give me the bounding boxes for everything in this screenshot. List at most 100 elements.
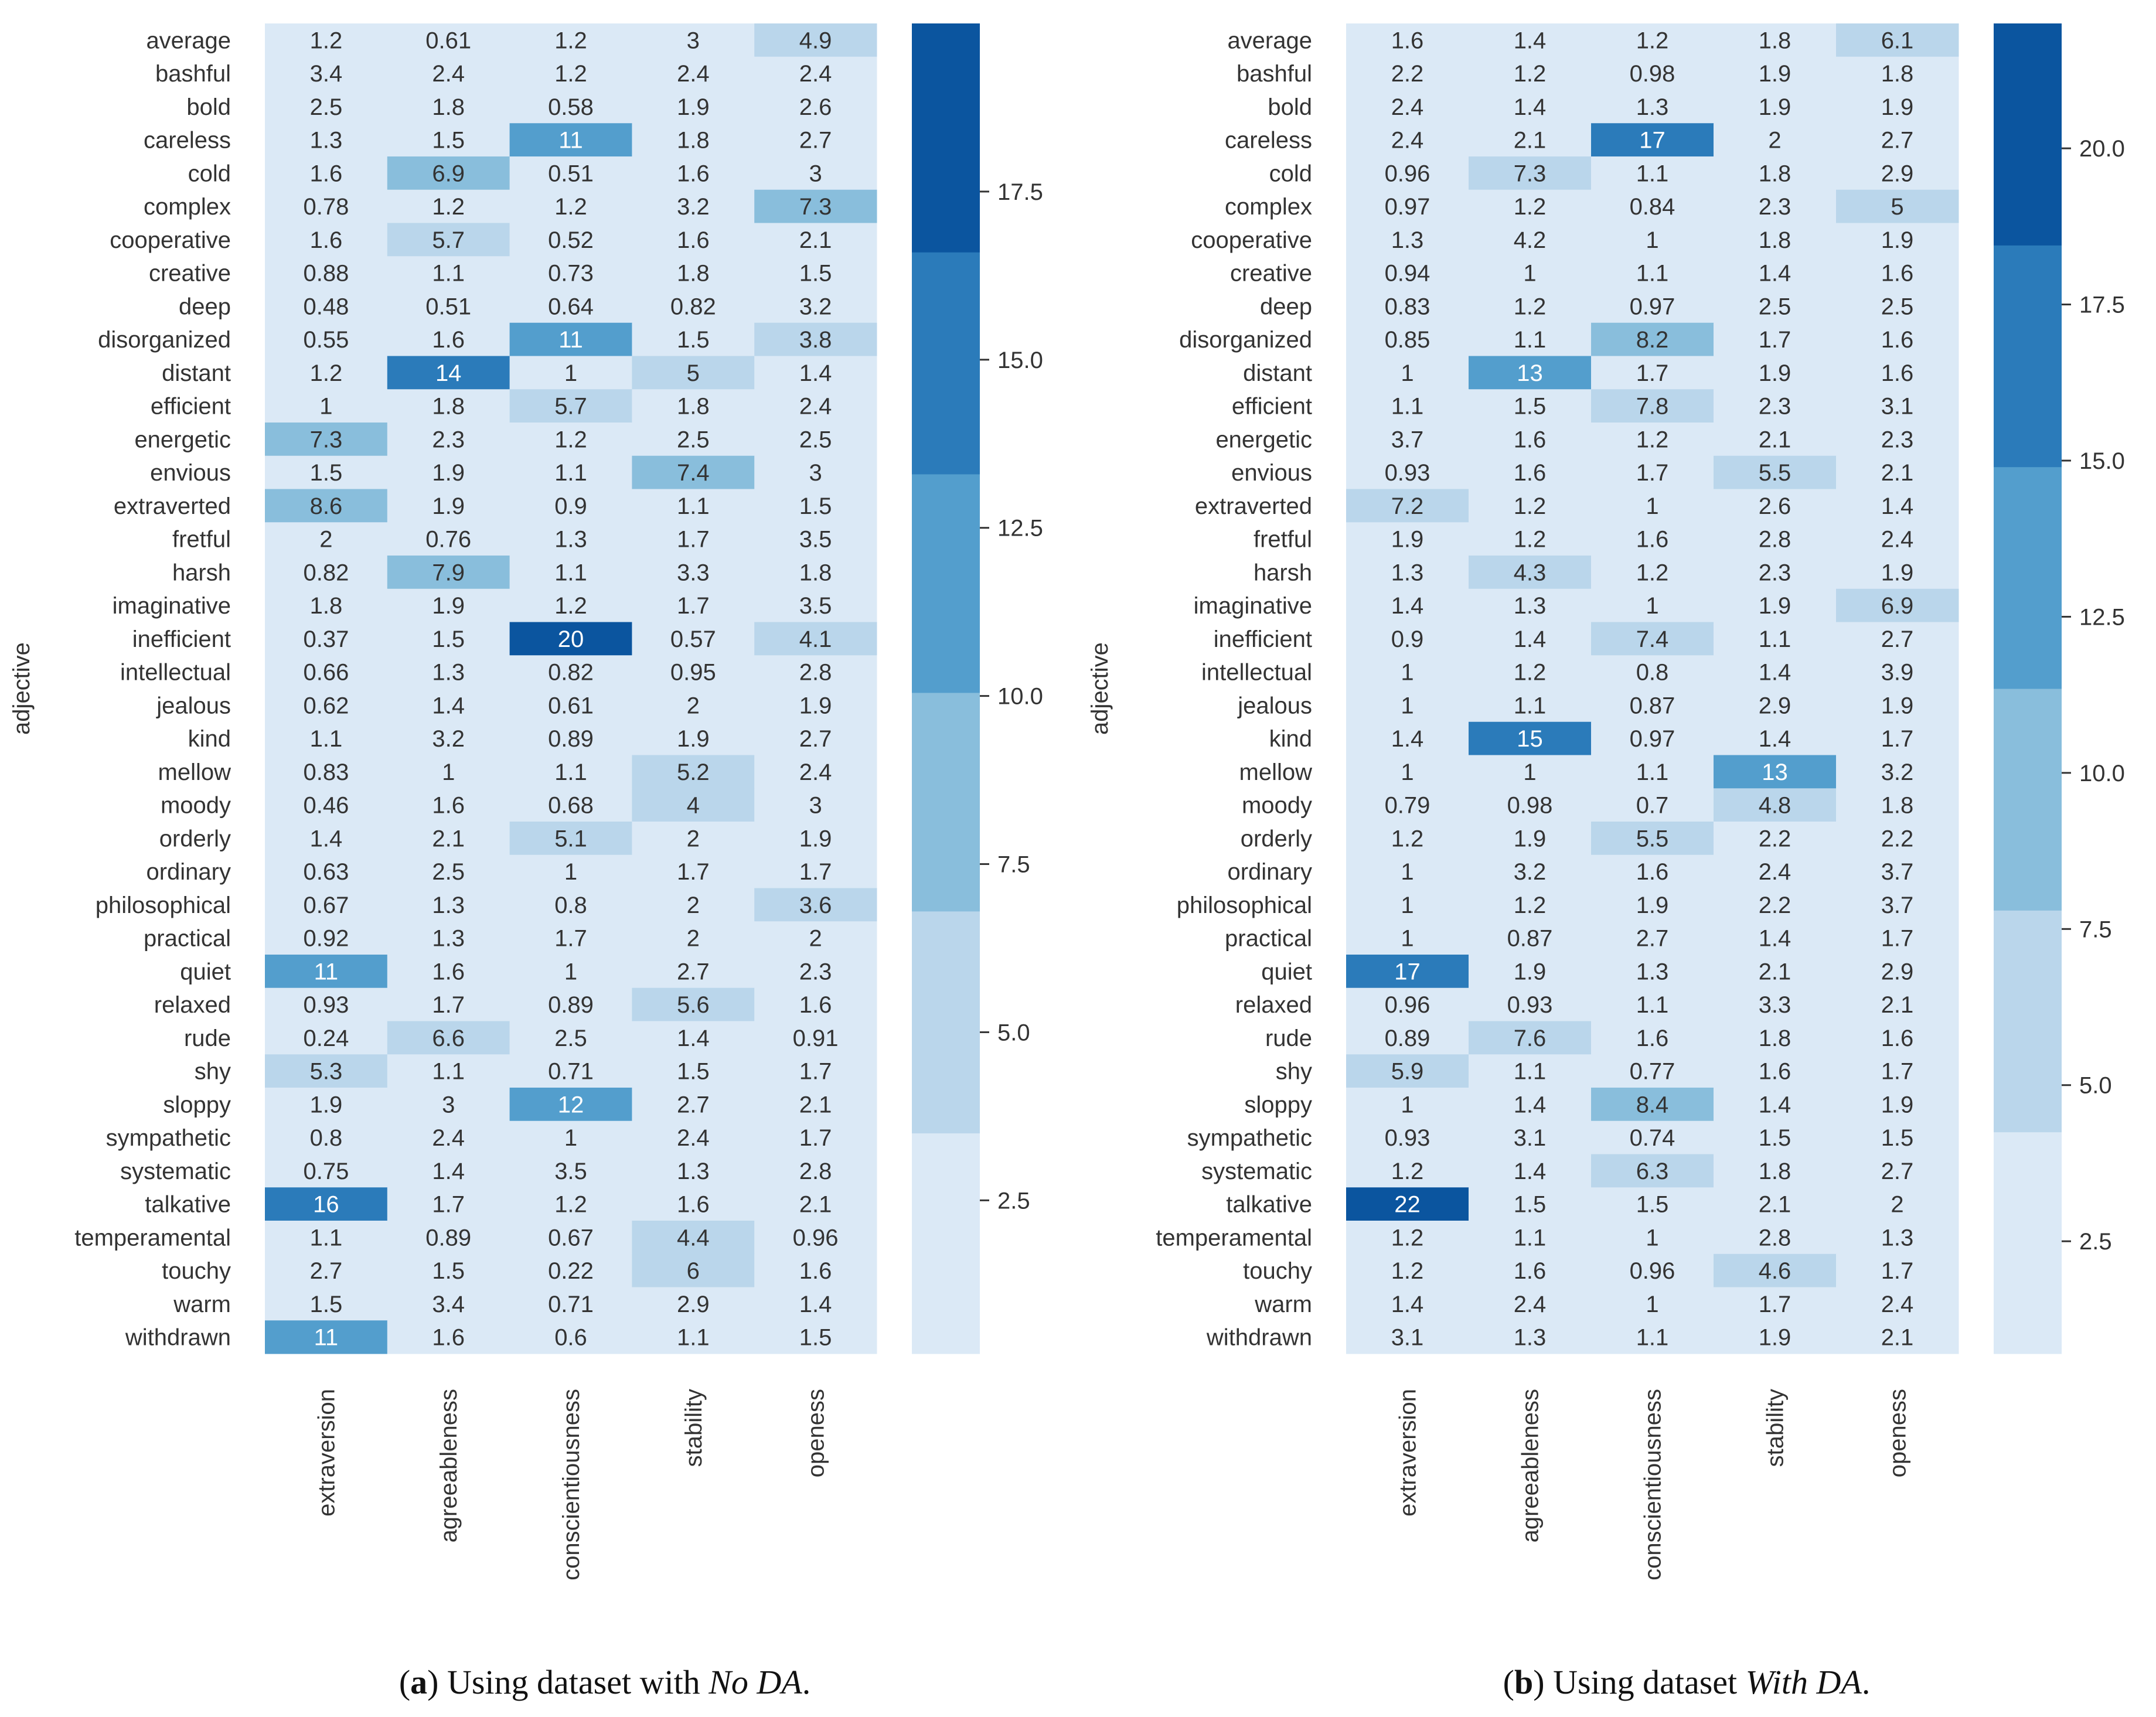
cell-value-label: 1.2 <box>1636 427 1669 452</box>
heatmap-cell <box>1836 489 1959 523</box>
heatmap-cell <box>387 156 510 190</box>
cell-value-label: 1.7 <box>799 1125 832 1151</box>
heatmap-cell <box>1346 556 1469 590</box>
cell-value-label: 13 <box>1762 759 1788 785</box>
cell-value-label: 5.7 <box>432 227 465 253</box>
cell-value-label: 3 <box>809 460 822 486</box>
heatmap-cell <box>754 822 877 856</box>
heatmap-cell <box>632 987 755 1021</box>
heatmap-cell <box>1836 522 1959 556</box>
colorbar-segment <box>912 252 980 475</box>
cell-value-label: 1.1 <box>1514 1225 1547 1251</box>
cell-value-label: 6.9 <box>1881 593 1914 619</box>
heatmap-cell <box>1591 1320 1714 1354</box>
heatmap-cell <box>632 755 755 789</box>
cell-value-label: 0.51 <box>548 161 594 186</box>
heatmap-cell <box>632 955 755 989</box>
cell-value-label: 2.1 <box>432 826 465 851</box>
row-tick-label: kind <box>188 726 231 752</box>
cell-value-label: 2.7 <box>677 959 710 984</box>
cell-value-label: 2.5 <box>1759 294 1791 319</box>
heatmap-cell <box>1346 788 1469 822</box>
cell-value-label: 1.1 <box>310 1225 343 1251</box>
cell-value-label: 1.6 <box>1391 28 1424 53</box>
cell-value-label: 2.1 <box>1759 1192 1791 1218</box>
cell-value-label: 1.8 <box>432 94 465 120</box>
heatmap-cell <box>265 90 388 124</box>
cell-value-label: 1.8 <box>799 560 832 585</box>
cell-value-label: 1.6 <box>432 793 465 819</box>
cell-value-label: 0.87 <box>1630 693 1675 718</box>
row-tick-label: harsh <box>172 560 231 585</box>
heatmap-cell <box>1469 655 1592 689</box>
heatmap-cell <box>1591 655 1714 689</box>
cell-value-label: 1.3 <box>554 527 587 553</box>
heatmap-cell <box>1836 189 1959 223</box>
row-tick-label: distant <box>162 360 231 386</box>
heatmap-cell <box>387 389 510 423</box>
cell-value-label: 1.9 <box>677 94 710 120</box>
cell-value-label: 1.4 <box>677 1026 710 1051</box>
heatmap-cell <box>1346 489 1469 523</box>
heatmap-cell <box>754 1221 877 1255</box>
colorbar-tick-label: 20.0 <box>2079 136 2125 162</box>
caption-close-paren: ) <box>427 1663 447 1701</box>
heatmap-cell <box>1591 1088 1714 1122</box>
cell-value-label: 1.5 <box>432 128 465 154</box>
heatmap-cell <box>265 356 388 390</box>
heatmap-cell <box>1346 455 1469 489</box>
caption-italic: No DA <box>708 1663 802 1701</box>
cell-value-label: 0.93 <box>1385 460 1430 486</box>
heatmap-cell <box>1836 588 1959 622</box>
heatmap-cell <box>387 90 510 124</box>
heatmap-cell <box>1346 1054 1469 1088</box>
cell-value-label: 15 <box>1517 726 1543 752</box>
heatmap-cell <box>265 1088 388 1122</box>
heatmap-cell <box>632 156 755 190</box>
cell-value-label: 1.6 <box>1881 360 1914 386</box>
heatmap-cell <box>1591 123 1714 157</box>
heatmap-cell <box>1836 56 1959 90</box>
heatmap-cell <box>1469 689 1592 723</box>
row-tick-label: philosophical <box>1177 892 1312 918</box>
cell-value-label: 1.4 <box>1759 926 1791 952</box>
cell-value-label: 5.7 <box>554 394 587 420</box>
heatmap-cell <box>754 322 877 356</box>
heatmap-cell <box>387 755 510 789</box>
heatmap-cell <box>632 721 755 755</box>
heatmap-cell <box>1346 721 1469 755</box>
cell-value-label: 3.4 <box>310 61 343 87</box>
cell-value-label: 0.98 <box>1507 793 1553 819</box>
cell-value-label: 2.1 <box>1759 427 1791 452</box>
cell-value-label: 2.4 <box>799 394 832 420</box>
heatmap-cell <box>754 622 877 656</box>
cell-value-label: 0.52 <box>548 227 594 253</box>
cell-value-label: 11 <box>558 327 583 353</box>
heatmap-cell <box>265 123 388 157</box>
cell-value-label: 20 <box>558 626 584 652</box>
heatmap-cell <box>632 822 755 856</box>
heatmap-cell <box>265 888 388 922</box>
cell-value-label: 1.6 <box>677 161 710 186</box>
cell-value-label: 2.8 <box>1759 1225 1791 1251</box>
heatmap-cell <box>754 223 877 257</box>
heatmap-cell <box>1836 356 1959 390</box>
row-tick-label: sympathetic <box>106 1125 231 1151</box>
cell-value-label: 0.55 <box>303 327 349 353</box>
heatmap-cell <box>754 788 877 822</box>
heatmap-cell <box>1469 1054 1592 1088</box>
heatmap-cell <box>1591 1054 1714 1088</box>
cell-value-label: 5.2 <box>677 759 710 785</box>
heatmap-cell <box>1714 123 1837 157</box>
heatmap-cell <box>265 256 388 290</box>
cell-value-label: 1.2 <box>554 593 587 619</box>
heatmap-cell <box>1836 156 1959 190</box>
heatmap-cell <box>1469 556 1592 590</box>
cell-value-label: 1.6 <box>1881 1026 1914 1051</box>
cell-value-label: 1 <box>1401 892 1414 918</box>
cell-value-label: 2.7 <box>677 1092 710 1118</box>
cell-value-label: 0.83 <box>1385 294 1430 319</box>
colorbar-tick-label: 7.5 <box>997 852 1030 878</box>
heatmap-cell <box>265 788 388 822</box>
caption-panel-letter: b <box>1514 1663 1533 1701</box>
